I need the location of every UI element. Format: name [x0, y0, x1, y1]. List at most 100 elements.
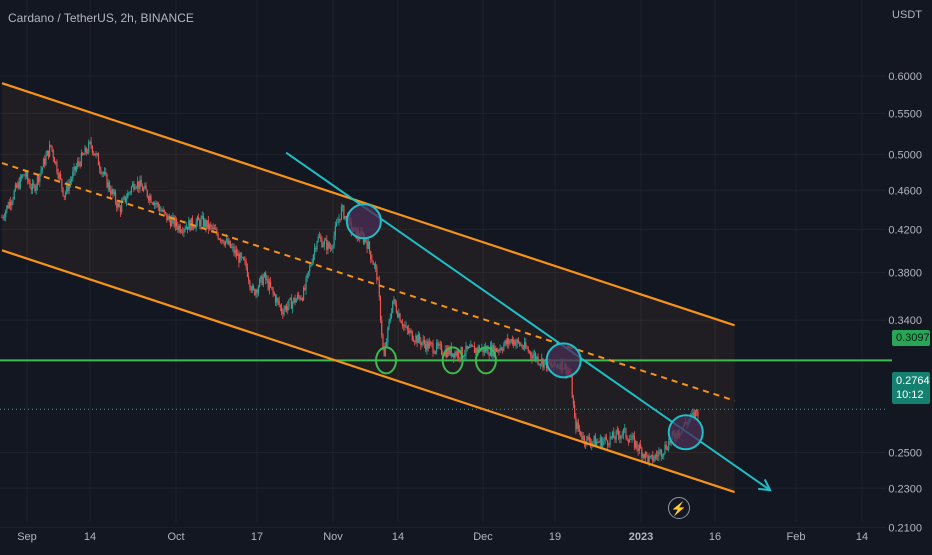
candle-body [41, 167, 43, 171]
candle-body [509, 341, 511, 344]
candle-body [646, 452, 648, 456]
price-tick-label: 0.5000 [888, 149, 922, 161]
candle-body [169, 219, 172, 227]
candle-body [122, 198, 124, 203]
candle-body [61, 178, 63, 188]
candle-body [414, 341, 416, 343]
candle-body [544, 359, 546, 362]
candle-body [3, 217, 6, 219]
candle-body [527, 348, 529, 352]
candle-body [473, 346, 476, 353]
candle-body [370, 251, 372, 260]
candle-body [528, 351, 531, 353]
candle-body [582, 436, 584, 440]
candle-body [240, 253, 242, 258]
candle-body [281, 306, 283, 313]
candle-body [588, 436, 590, 442]
candle-body [166, 213, 168, 221]
candle-body [210, 224, 212, 227]
candle-body [384, 345, 386, 357]
candle-body [248, 276, 250, 281]
candle-body [108, 182, 111, 191]
candle-body [55, 161, 57, 164]
candle-body [176, 219, 178, 227]
candle-body [81, 152, 84, 155]
candle-body [186, 226, 189, 230]
candle-body [145, 185, 147, 191]
candle-body [299, 296, 301, 300]
time-tick-label: 19 [549, 531, 561, 543]
candle-body [611, 431, 614, 438]
candle-body [616, 430, 618, 432]
candle-body [162, 209, 164, 212]
candle-body [182, 231, 184, 233]
candle-body [322, 245, 324, 248]
candle-body [327, 242, 329, 251]
candle-body [377, 279, 379, 281]
candle-body [515, 342, 517, 346]
candle-body [235, 250, 238, 256]
candle-body [510, 339, 512, 342]
candle-body [88, 142, 90, 153]
candle-body [144, 185, 146, 189]
candle-body [25, 172, 28, 177]
candle-body [185, 226, 187, 229]
candle-body [201, 216, 203, 219]
candle-body [467, 347, 470, 349]
candle-body [628, 439, 631, 443]
candle-body [216, 229, 218, 235]
candle-body [400, 321, 402, 324]
candle-body [466, 345, 468, 349]
lightning-bolt-icon[interactable]: ⚡ [668, 497, 690, 519]
candle-body [397, 312, 399, 318]
candle-body [298, 294, 300, 297]
candle-body [307, 271, 310, 274]
candle-body [72, 171, 74, 179]
candle-body [99, 165, 101, 170]
candle-body [486, 347, 488, 352]
candle-body [309, 266, 311, 272]
candle-body [449, 346, 451, 355]
candle-body [206, 220, 208, 228]
candle-body [24, 174, 26, 177]
candle-body [639, 444, 642, 449]
candle-body [302, 288, 305, 301]
highlight-circle-small [441, 346, 464, 375]
candle-body [334, 225, 336, 236]
candle-body [150, 195, 152, 203]
candle-body [315, 248, 317, 250]
candle-body [106, 174, 108, 188]
candle-body [305, 278, 307, 290]
candle-body [450, 346, 452, 357]
candle-body [139, 180, 141, 189]
candle-body [38, 176, 40, 182]
candle-body [254, 289, 256, 296]
price-tick-label: 0.2100 [888, 522, 922, 534]
highlight-circle-small [375, 346, 398, 375]
candle-body [277, 298, 279, 301]
candle-body [58, 173, 60, 179]
candle-body [506, 338, 509, 345]
candle-body [74, 166, 76, 171]
candle-body [244, 260, 246, 262]
candle-body [47, 150, 49, 157]
candle-body [246, 267, 249, 277]
candle-body [462, 356, 465, 357]
candle-body [395, 304, 397, 313]
time-tick-label: Dec [473, 531, 493, 543]
price-tick-label: 0.2300 [888, 483, 922, 495]
candle-body [219, 238, 222, 241]
candle-body [538, 363, 540, 365]
candle-body [465, 345, 467, 355]
candle-body [318, 236, 321, 238]
time-tick-label: Sep [17, 531, 37, 543]
candle-body [102, 172, 104, 174]
candle-body [121, 202, 123, 213]
candle-body [50, 144, 52, 146]
candle-body [605, 436, 607, 441]
candle-body [364, 238, 366, 243]
candle-body [581, 436, 583, 440]
candle-body [372, 261, 374, 265]
